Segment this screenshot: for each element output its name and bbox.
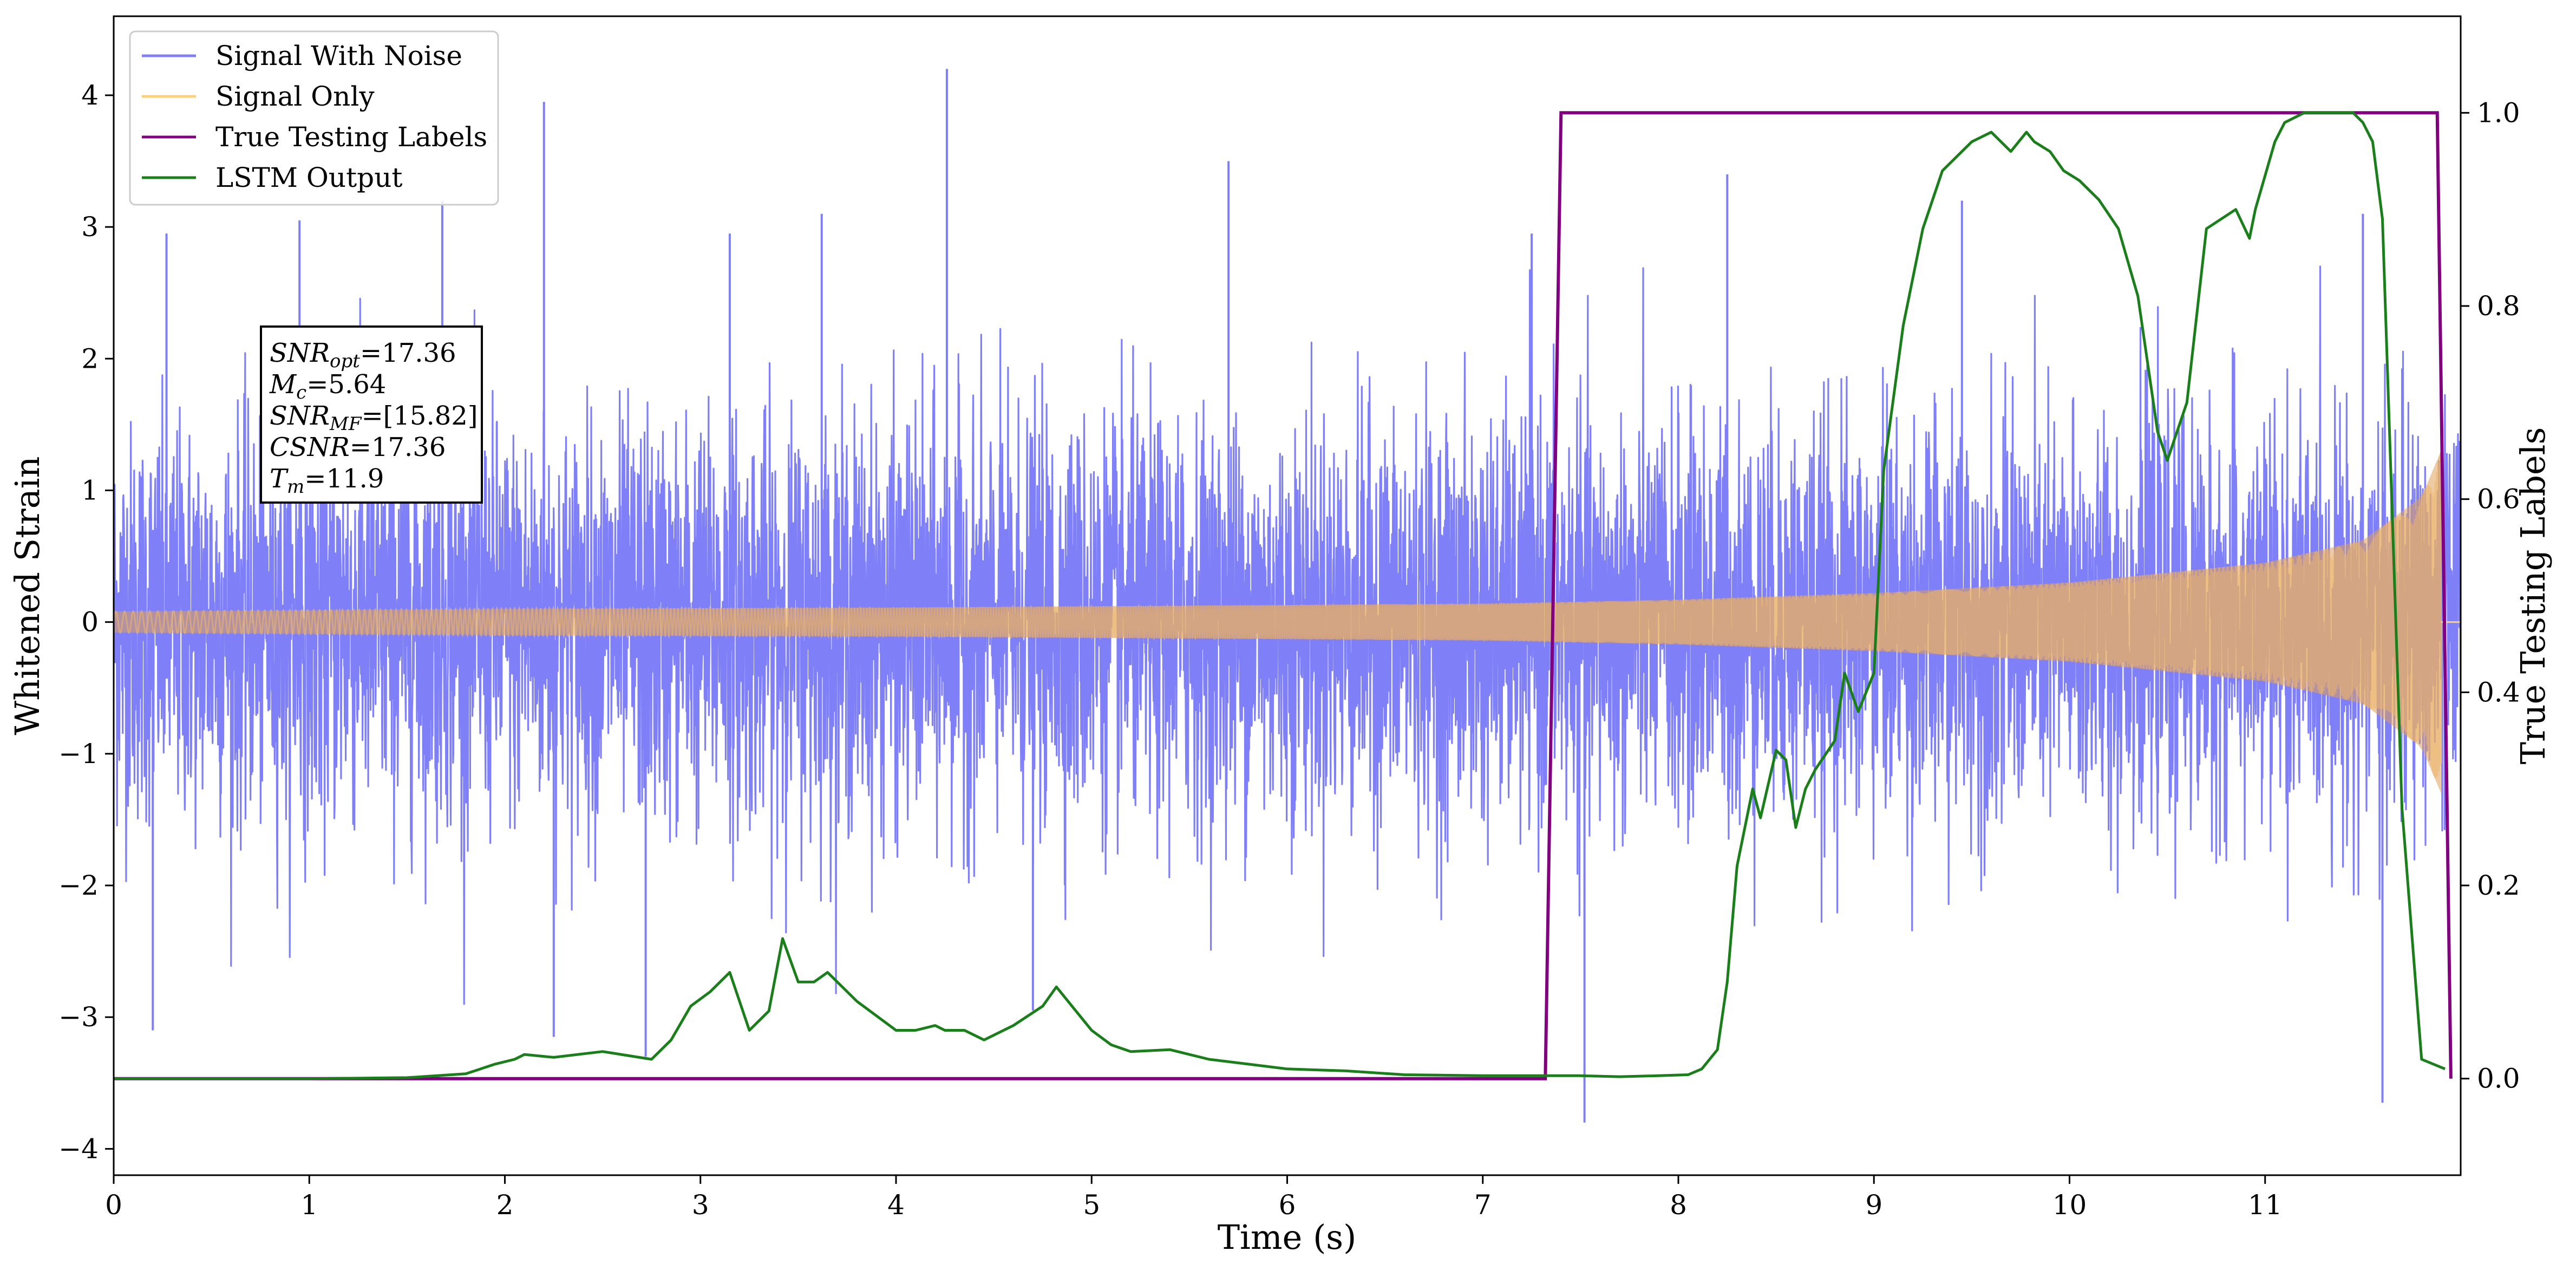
y-axis-right: 1.0 0.8 0.6 0.4 0.2 0.0 [2461, 97, 2520, 1094]
x-axis-label: Time (s) [1218, 1217, 1357, 1257]
y-tick-label: 0 [81, 607, 99, 638]
y-tick-label: −3 [58, 1001, 99, 1033]
y-tick-label: −1 [58, 738, 99, 770]
y2-tick-label: 0.4 [2477, 676, 2520, 708]
y-tick-label: 2 [81, 343, 99, 374]
x-tick-label: 3 [692, 1189, 709, 1221]
y2-tick-label: 0.0 [2477, 1063, 2520, 1094]
signal-only-envelope [114, 451, 2441, 793]
legend-label-true-testing-labels: True Testing Labels [215, 121, 487, 153]
y-tick-label: 1 [81, 474, 99, 506]
y-tick-label: 3 [81, 211, 99, 243]
signal-with-noise-series [114, 69, 2461, 1123]
annotation-line: SNRMF=[15.82] [270, 401, 478, 435]
y2-tick-label: 0.6 [2477, 484, 2520, 515]
x-tick-label: 4 [887, 1189, 905, 1221]
x-tick-label: 5 [1083, 1189, 1100, 1221]
lstm-output-line [114, 111, 2446, 1080]
lstm-output-series [114, 111, 2446, 1080]
legend-label-signal-only: Signal Only [215, 81, 375, 112]
y-tick-label: −4 [58, 1133, 99, 1164]
y2-tick-label: 0.2 [2477, 870, 2520, 901]
annotation-line: SNRopt=17.36 [270, 338, 456, 372]
legend-box [129, 30, 499, 206]
x-tick-label: 0 [105, 1189, 122, 1221]
x-tick-label: 1 [300, 1189, 318, 1221]
y2-axis-label: True Testing Labels [2513, 427, 2553, 765]
x-tick-label: 8 [1670, 1189, 1687, 1221]
annotation-line: Mc=5.64 [269, 369, 386, 403]
annotation-line: CSNR=17.36 [270, 432, 446, 462]
y2-tick-label: 0.8 [2477, 290, 2520, 322]
x-axis: 0 1 2 3 4 5 6 7 8 9 10 11 [105, 1175, 2283, 1221]
x-tick-label: 9 [1865, 1189, 1882, 1221]
y2-tick-label: 1.0 [2477, 97, 2520, 128]
x-tick-label: 2 [496, 1189, 514, 1221]
x-tick-label: 11 [2248, 1189, 2283, 1221]
y-tick-label: 4 [81, 80, 99, 111]
y-axis-label: Whitened Strain [8, 457, 47, 735]
y-axis-left: 4 3 2 1 0 −1 −2 −3 −4 [58, 80, 114, 1164]
x-tick-label: 6 [1279, 1189, 1296, 1221]
legend-label-signal-with-noise: Signal With Noise [215, 40, 462, 71]
signal-with-noise-line [114, 265, 2461, 1005]
true-testing-labels-line [114, 111, 2453, 1080]
annotation-line: Tm=11.9 [270, 464, 384, 498]
snr-annotation-box: SNRopt=17.36Mc=5.64SNRMF=[15.82]CSNR=17.… [260, 325, 483, 504]
x-tick-label: 10 [2052, 1189, 2087, 1221]
true-testing-labels-series [114, 111, 2453, 1080]
x-tick-label: 7 [1474, 1189, 1492, 1221]
legend-label-lstm-output: LSTM Output [215, 162, 402, 193]
annotation-box-frame [260, 325, 483, 504]
legend: Signal With Noise Signal Only True Testi… [129, 30, 499, 206]
y-tick-label: −2 [58, 870, 99, 901]
